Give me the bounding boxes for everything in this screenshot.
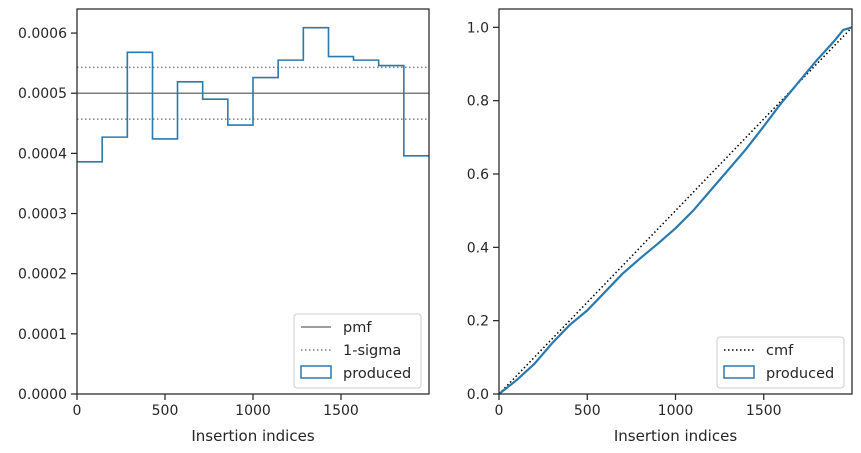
right-x-axis-label: Insertion indices — [614, 427, 737, 445]
right-axis-ticks: 0 500 1000 1500 0.0 0.2 0.4 0.6 0.8 1.0 — [467, 20, 782, 419]
left-plot-marks — [77, 26, 429, 163]
left-x-axis-label: Insertion indices — [191, 427, 314, 445]
legend-produced-swatch — [300, 365, 332, 379]
y-tick-label: 0.0004 — [18, 146, 67, 162]
x-tick-label: 0 — [73, 403, 82, 419]
left-legend-box — [293, 313, 422, 389]
y-tick-label: 0.0003 — [18, 207, 67, 223]
legend-1-sigma-label: 1-sigma — [343, 343, 401, 359]
legend-produced-label: produced — [766, 366, 834, 382]
y-tick-label: 0.0 — [467, 387, 489, 403]
y-tick-label: 0.0001 — [18, 327, 67, 343]
x-tick-label: 1000 — [235, 403, 271, 419]
y-tick-label: 0.8 — [467, 94, 489, 110]
left-legend: pmf 1-sigma produced — [293, 313, 422, 389]
y-tick-label: 0.0000 — [18, 387, 67, 403]
x-tick-label: 500 — [152, 403, 179, 419]
right-legend: cmf produced — [716, 336, 845, 389]
y-tick-label: 1.0 — [467, 20, 489, 36]
y-tick-label: 0.0006 — [18, 26, 67, 42]
legend-pmf-label: pmf — [343, 320, 372, 336]
y-tick-label: 0.2 — [467, 314, 489, 330]
right-plot-marks — [498, 26, 853, 395]
right-axes-frame — [498, 8, 853, 395]
legend-produced-label: produced — [343, 366, 411, 382]
x-tick-label: 1500 — [746, 403, 782, 419]
y-tick-label: 0.0002 — [18, 267, 67, 283]
legend-produced-swatch — [723, 365, 755, 379]
pmf-histogram-panel: 0 500 1000 1500 0.0000 0.0001 0.0002 0.0003 0.00… — [18, 8, 430, 445]
x-tick-label: 1000 — [658, 403, 694, 419]
produced-histogram-step — [77, 26, 429, 163]
left-axis-ticks: 0 500 1000 1500 0.0000 0.0001 0.0002 0.0003 0.00… — [18, 26, 359, 419]
y-tick-label: 0.4 — [467, 240, 489, 256]
legend-cmf-label: cmf — [766, 343, 794, 359]
produced-line — [498, 26, 853, 395]
cmf-panel: 0 500 1000 1500 0.0 0.2 0.4 0.6 0.8 1.0 Insertion… — [467, 8, 853, 445]
y-tick-label: 0.6 — [467, 167, 489, 183]
x-tick-label: 0 — [495, 403, 504, 419]
x-tick-label: 500 — [574, 403, 601, 419]
x-tick-label: 1500 — [323, 403, 359, 419]
y-tick-label: 0.0005 — [18, 86, 67, 102]
